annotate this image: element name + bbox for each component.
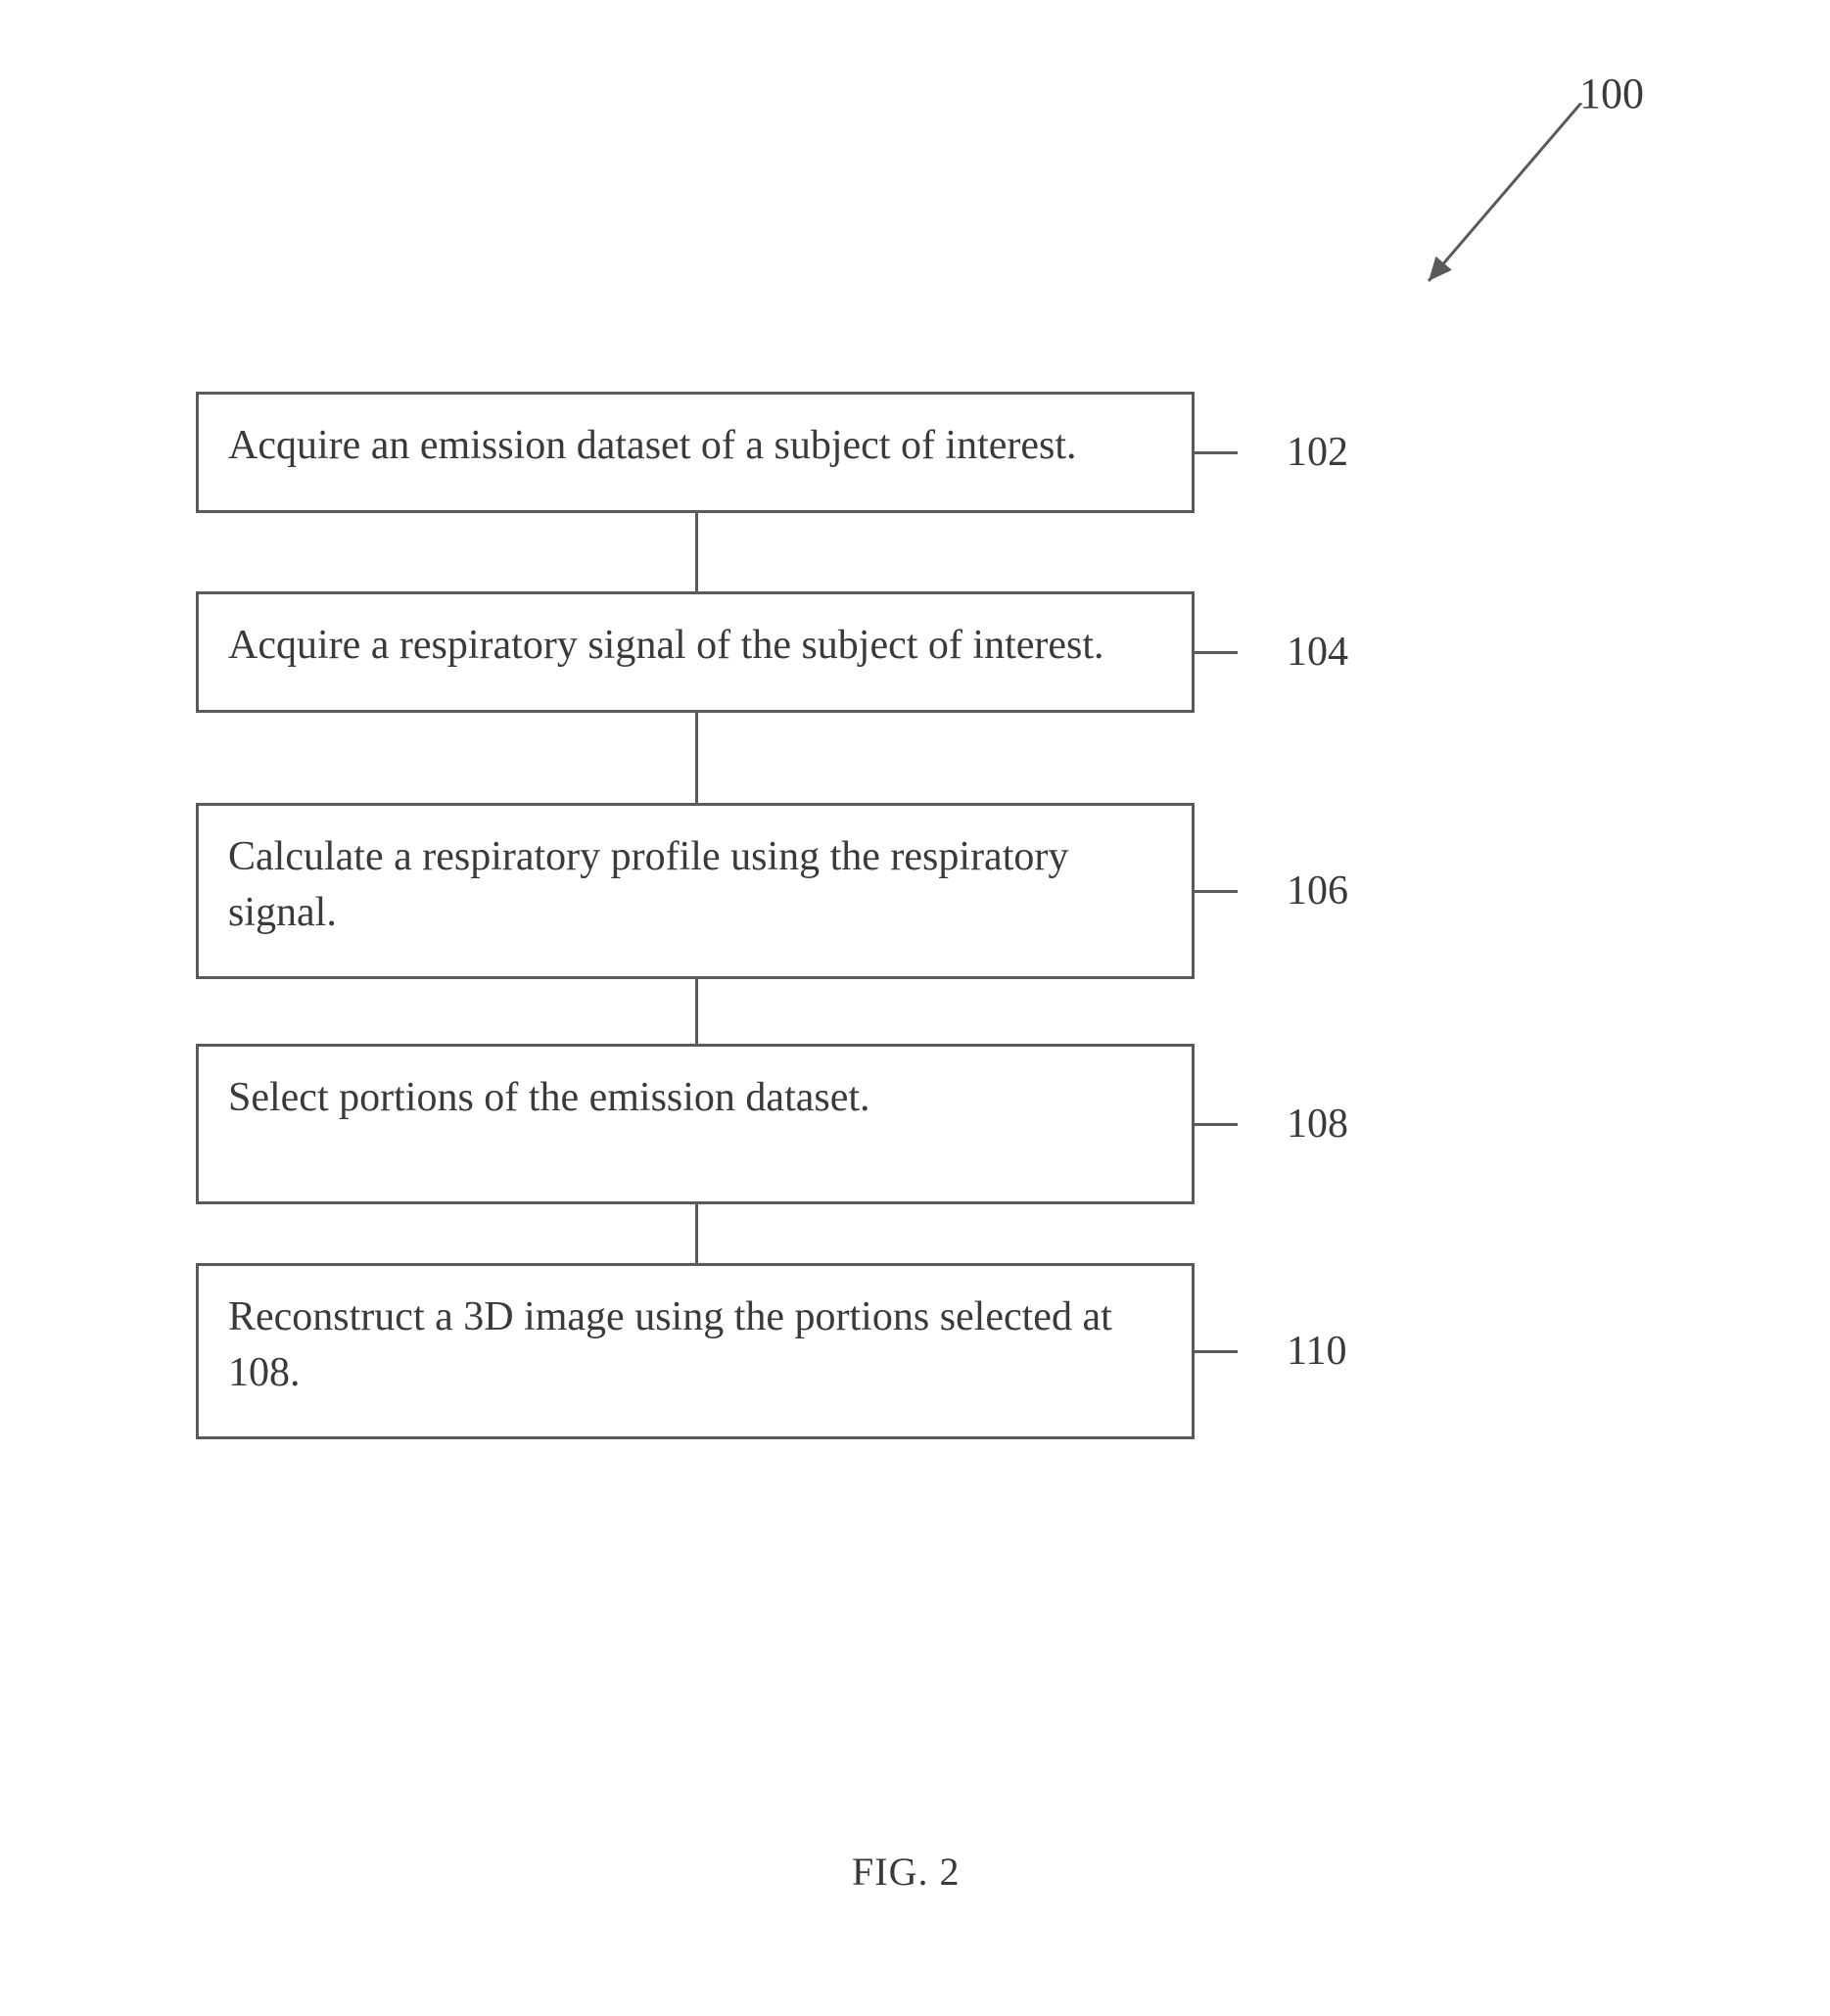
flowchart-step: Calculate a respiratory profile using th… [196, 803, 1567, 979]
label-connector-line [1195, 651, 1238, 654]
flowchart-connector [695, 979, 698, 1044]
flowchart-step: Reconstruct a 3D image using the portion… [196, 1263, 1567, 1439]
flowchart-connector [695, 513, 698, 591]
flowchart-box: Acquire an emission dataset of a subject… [196, 392, 1195, 513]
flowchart-step-number: 108 [1287, 1101, 1348, 1148]
flowchart: Acquire an emission dataset of a subject… [196, 392, 1567, 1439]
flowchart-connector [695, 713, 698, 803]
flowchart-step-number: 110 [1287, 1328, 1346, 1375]
flowchart-box-text: Select portions of the emission dataset. [228, 1075, 870, 1120]
label-connector-line [1195, 890, 1238, 893]
flowchart-box: Reconstruct a 3D image using the portion… [196, 1263, 1195, 1439]
flowchart-connector [695, 1204, 698, 1263]
flowchart-box-text: Acquire an emission dataset of a subject… [228, 423, 1077, 468]
flowchart-box: Acquire a respiratory signal of the subj… [196, 591, 1195, 713]
flowchart-step: Acquire an emission dataset of a subject… [196, 392, 1567, 513]
flowchart-box-text: Reconstruct a 3D image using the portion… [228, 1294, 1112, 1395]
flowchart-box: Select portions of the emission dataset. [196, 1044, 1195, 1204]
flowchart-step-number: 104 [1287, 629, 1348, 676]
flowchart-box: Calculate a respiratory profile using th… [196, 803, 1195, 979]
flowchart-box-text: Calculate a respiratory profile using th… [228, 834, 1068, 935]
reference-arrow [1415, 103, 1630, 318]
label-connector-line [1195, 1350, 1238, 1353]
figure-caption: FIG. 2 [852, 1849, 960, 1895]
label-connector-line [1195, 451, 1238, 454]
flowchart-step-number: 102 [1287, 429, 1348, 476]
flowchart-box-text: Acquire a respiratory signal of the subj… [228, 623, 1104, 668]
flowchart-step-number: 106 [1287, 867, 1348, 914]
flowchart-step: Select portions of the emission dataset.… [196, 1044, 1567, 1204]
flowchart-step: Acquire a respiratory signal of the subj… [196, 591, 1567, 713]
label-connector-line [1195, 1123, 1238, 1126]
